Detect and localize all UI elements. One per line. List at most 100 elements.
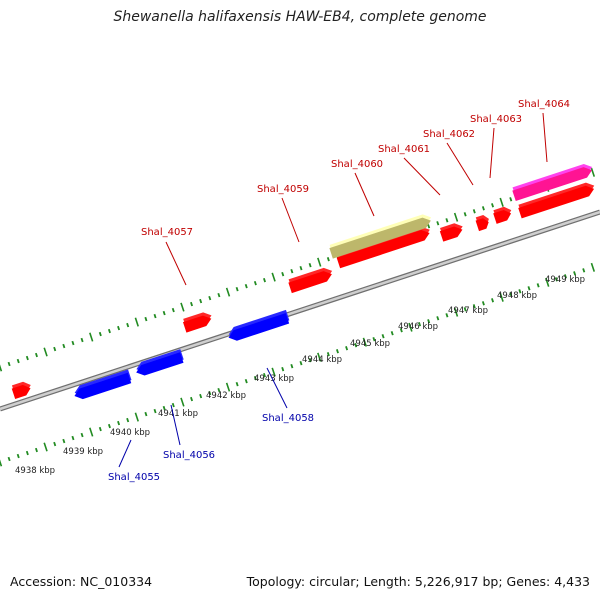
forward-gene-arrow: [288, 267, 333, 294]
lower-scale-minor-tick: [107, 423, 111, 429]
upper-scale-minor-tick: [171, 307, 175, 313]
accession-text: Accession: NC_010334: [10, 574, 153, 589]
lower-scale-major-tick: [225, 382, 231, 392]
forward-gene-arrow-body: [518, 185, 595, 219]
lower-scale-minor-tick: [491, 298, 495, 303]
upper-scale-minor-tick: [281, 271, 285, 277]
upper-scale-major-tick: [499, 197, 504, 207]
upper-scale-major-tick: [134, 317, 139, 327]
upper-scale-minor-tick: [427, 224, 431, 229]
reverse-gene-arrow: [74, 369, 132, 400]
lower-scale-minor-tick: [536, 283, 540, 288]
forward-gene-leader-line: [542, 112, 548, 163]
upper-scale-minor-tick: [308, 262, 312, 268]
pink-feature-arrow-body: [512, 167, 592, 202]
forward-gene-leader-line: [165, 241, 187, 286]
lower-scale-minor-tick: [354, 343, 358, 348]
forward-gene-label: Shal_4061: [378, 144, 430, 155]
lower-scale-minor-tick: [573, 271, 577, 276]
khaki-feature-arrow-body: [329, 217, 431, 259]
upper-scale-minor-tick: [290, 268, 294, 274]
lower-scale-minor-tick: [235, 381, 239, 387]
lower-scale-minor-tick: [117, 420, 121, 426]
lower-scale-major-tick: [317, 352, 322, 362]
kbp-label: 4945 kbp: [350, 339, 390, 349]
upper-scale-major-tick: [0, 364, 3, 372]
lower-scale-minor-tick: [554, 277, 558, 282]
forward-gene-arrow: [518, 182, 595, 219]
upper-scale-major-tick: [89, 332, 94, 342]
lower-scale-minor-tick: [62, 438, 66, 444]
lower-scale-minor-tick: [281, 366, 285, 372]
lower-scale-minor-tick: [126, 417, 130, 423]
upper-scale-minor-tick: [326, 257, 330, 262]
lower-scale-minor-tick: [199, 393, 203, 399]
lower-scale-minor-tick: [263, 372, 266, 378]
forward-gene-arrow-body: [493, 209, 512, 224]
forward-gene-arrow-body: [439, 226, 463, 242]
upper-scale-minor-tick: [509, 197, 513, 202]
lower-scale-major-tick: [453, 307, 459, 317]
upper-scale-major-tick: [271, 272, 276, 282]
lower-scale-major-tick: [89, 427, 94, 437]
forward-gene-arrow: [475, 214, 489, 232]
lower-scale-major-tick: [362, 337, 368, 347]
forward-gene-leader-line: [354, 172, 375, 217]
lower-scale-minor-tick: [381, 334, 385, 339]
reverse-gene-arrow-body: [74, 372, 132, 400]
lower-scale-minor-tick: [53, 441, 57, 447]
khaki-feature-arrow: [329, 214, 432, 259]
forward-gene-label: Shal_4059: [257, 184, 309, 195]
forward-gene-label: Shal_4063: [470, 114, 522, 125]
upper-scale-minor-tick: [7, 361, 11, 367]
upper-scale-minor-tick: [491, 203, 495, 208]
lower-scale-minor-tick: [326, 352, 330, 357]
pink-feature-arrow: [512, 163, 593, 202]
lower-scale-minor-tick: [153, 408, 157, 414]
lower-scale-minor-tick: [80, 432, 84, 438]
reverse-gene-leader-line: [170, 404, 181, 446]
upper-scale-minor-tick: [25, 355, 29, 361]
reverse-gene-label: Shal_4058: [262, 413, 314, 424]
upper-scale-minor-tick: [463, 212, 467, 217]
kbp-label: 4941 kbp: [158, 409, 198, 419]
lower-scale-minor-tick: [98, 426, 102, 432]
upper-scale-minor-tick: [445, 218, 449, 223]
lower-scale-minor-tick: [299, 360, 303, 366]
upper-scale-minor-tick: [208, 295, 212, 301]
forward-gene-arrow: [439, 223, 463, 242]
lower-scale-major-tick: [134, 412, 139, 422]
lower-scale-major-tick: [271, 367, 276, 377]
forward-gene-arrow-body: [336, 229, 430, 269]
upper-scale-minor-tick: [144, 316, 148, 322]
lower-scale-minor-tick: [509, 292, 513, 297]
lower-scale-minor-tick: [345, 346, 349, 351]
forward-gene-arrow-body: [11, 384, 31, 400]
lower-scale-minor-tick: [290, 363, 294, 369]
forward-gene-arrow-body: [182, 315, 212, 333]
lower-scale-minor-tick: [564, 274, 567, 279]
lower-scale-minor-tick: [472, 304, 476, 309]
lower-scale-major-tick: [43, 442, 48, 452]
upper-scale-major-tick: [317, 257, 322, 267]
upper-scale-minor-tick: [153, 313, 157, 319]
lower-scale-minor-tick: [162, 405, 166, 411]
upper-scale-minor-tick: [253, 280, 257, 286]
forward-gene-leader-line: [281, 197, 300, 243]
kbp-label: 4948 kbp: [497, 291, 537, 301]
lower-scale-minor-tick: [372, 337, 376, 342]
upper-scale-minor-tick: [71, 340, 75, 346]
lower-scale-minor-tick: [7, 456, 11, 462]
kbp-label: 4939 kbp: [63, 447, 103, 457]
upper-scale-minor-tick: [436, 221, 440, 226]
forward-gene-label: Shal_4064: [518, 99, 570, 110]
forward-gene-arrow: [493, 206, 512, 224]
lower-scale-minor-tick: [208, 390, 212, 396]
forward-gene-label: Shal_4060: [331, 159, 383, 170]
lower-scale-minor-tick: [390, 331, 394, 336]
kbp-label: 4949 kbp: [545, 275, 585, 285]
forward-gene-arrow: [11, 381, 31, 400]
reverse-gene-leader-line: [118, 439, 132, 468]
reverse-gene-arrow: [136, 349, 184, 376]
